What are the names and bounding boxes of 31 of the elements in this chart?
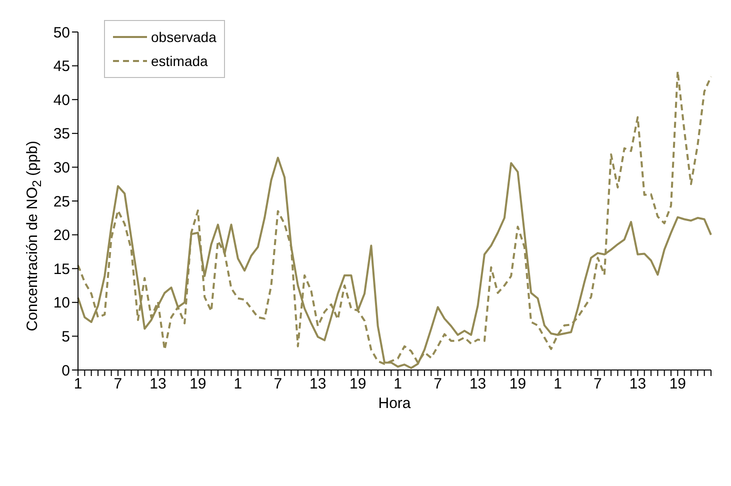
y-tick-label: 0 xyxy=(62,362,70,380)
x-axis-title: Hora xyxy=(378,395,412,412)
x-tick-label: 19 xyxy=(669,376,686,393)
x-tick-label: 1 xyxy=(74,376,82,393)
x-tick-label: 7 xyxy=(274,376,282,393)
x-tick-label: 19 xyxy=(350,376,366,393)
x-tick-label: 13 xyxy=(629,376,646,393)
y-tick-label: 25 xyxy=(53,193,70,210)
x-tick-label: 19 xyxy=(190,376,206,393)
x-tick-label: 7 xyxy=(434,376,442,393)
x-tick-label: 19 xyxy=(509,376,526,393)
y-tick-label: 50 xyxy=(53,24,70,42)
x-tick-label: 13 xyxy=(150,376,166,393)
y-tick-label: 10 xyxy=(53,294,70,312)
y-tick-label: 40 xyxy=(53,92,70,109)
line-series xyxy=(77,70,712,365)
legend-label: observada xyxy=(151,29,216,45)
y-tick-label: 45 xyxy=(53,58,70,76)
x-tick-label: 1 xyxy=(394,376,402,393)
y-tick-label: 15 xyxy=(53,260,70,278)
x-tick-label: 1 xyxy=(234,376,242,393)
y-tick-label: 35 xyxy=(53,126,70,143)
x-tick-label: 13 xyxy=(469,376,486,393)
y-tick-label: 5 xyxy=(62,328,70,346)
x-tick-label: 1 xyxy=(554,376,562,393)
x-tick-label: 7 xyxy=(114,376,122,393)
x-tick-label: 7 xyxy=(594,376,602,393)
y-tick-label: 20 xyxy=(53,227,70,244)
x-tick-label: 13 xyxy=(310,376,326,393)
legend-label: estimada xyxy=(151,53,208,69)
y-tick-label: 30 xyxy=(53,160,70,177)
